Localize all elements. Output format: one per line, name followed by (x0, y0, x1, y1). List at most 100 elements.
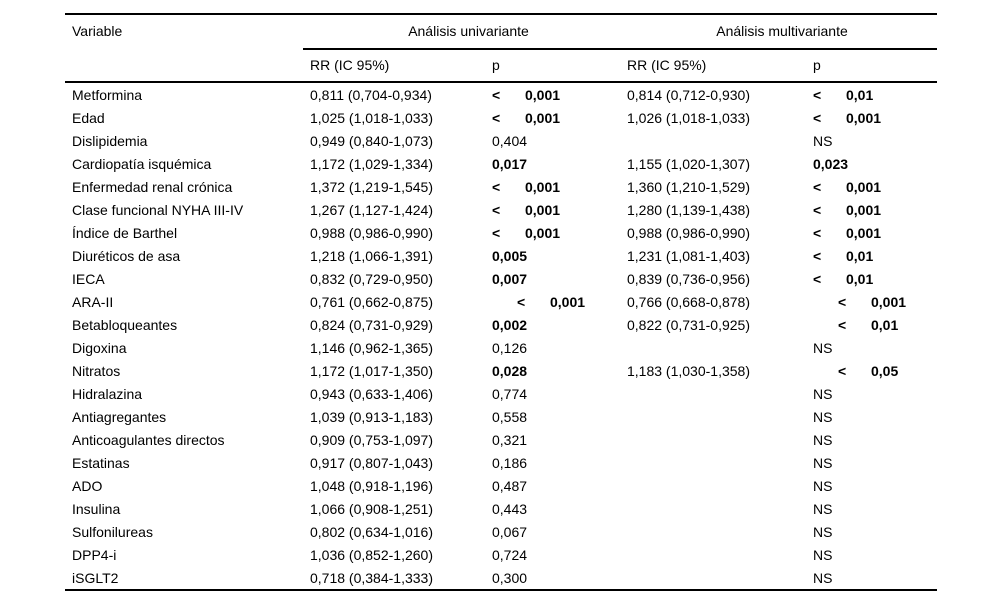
p-value: 0,017 (492, 155, 528, 172)
variable-cell: Estatinas (72, 454, 130, 471)
univariate-rr-cell: 1,039 (0,913-1,183) (310, 408, 433, 425)
univariate-p-cell: 0,404 (492, 133, 627, 149)
univariate-rr-cell: 1,025 (1,018-1,033) (310, 109, 433, 126)
multivariate-p-cell: <0,01 (813, 317, 937, 333)
multivariate-rr-cell: 0,814 (0,712-0,930) (627, 86, 750, 103)
subheader-rr-multivariate: RR (IC 95%) (627, 57, 707, 73)
multivariate-p-cell: <0,01 (813, 87, 937, 103)
variable-cell: Betabloqueantes (72, 316, 178, 333)
multivariate-p-cell: NS (813, 478, 937, 494)
column-group-univariate: Análisis univariante (408, 23, 529, 39)
univariate-rr-cell: 1,372 (1,219-1,545) (310, 178, 433, 195)
variable-cell: Digoxina (72, 339, 127, 356)
univariate-rr-cell: 0,802 (0,634-1,016) (310, 523, 433, 540)
p-value: 0,001 (550, 293, 586, 310)
less-than-sign: < (813, 270, 822, 287)
p-value: NS (813, 477, 833, 494)
p-value: 0,001 (871, 293, 907, 310)
univariate-p-cell: 0,028 (492, 363, 627, 379)
p-value: 0,01 (846, 270, 874, 287)
less-than-sign: < (838, 316, 847, 333)
univariate-p-cell: <0,001 (492, 179, 627, 195)
p-value: 0,001 (525, 178, 561, 195)
less-than-sign: < (813, 224, 822, 241)
univariate-p-cell: 0,005 (492, 248, 627, 264)
table-row: Nitratos 1,172 (1,017-1,350) 0,028 1,183 (1… (65, 359, 937, 382)
multivariate-p-cell: <0,05 (813, 363, 937, 379)
multivariate-p-cell: <0,01 (813, 248, 937, 264)
results-table: Variable Análisis univariante Análisis m… (65, 13, 937, 591)
p-value: NS (813, 546, 833, 563)
multivariate-p-cell: NS (813, 570, 937, 586)
multivariate-p-cell: NS (813, 547, 937, 563)
univariate-rr-cell: 1,146 (0,962-1,365) (310, 339, 433, 356)
p-value: NS (813, 431, 833, 448)
multivariate-p-cell: NS (813, 133, 937, 149)
table-row: Clase funcional NYHA III-IV 1,267 (1,127-… (65, 198, 937, 221)
variable-cell: ADO (72, 477, 103, 494)
table-bottom-rule (65, 589, 937, 591)
univariate-rr-cell: 0,718 (0,384-1,333) (310, 569, 433, 586)
table-group-header-row: Variable Análisis univariante Análisis m… (65, 15, 937, 48)
p-value: 0,487 (492, 477, 528, 494)
p-value: 0,300 (492, 569, 528, 586)
table-body: Metformina 0,811 (0,704-0,934) <0,001 0,814… (65, 83, 937, 589)
p-value: 0,023 (813, 155, 849, 172)
multivariate-p-cell: NS (813, 409, 937, 425)
univariate-p-cell: 0,724 (492, 547, 627, 563)
p-value: 0,067 (492, 523, 528, 540)
p-value: 0,01 (871, 316, 899, 333)
p-value: 0,001 (846, 224, 882, 241)
table-row: Anticoagulantes directos 0,909 (0,753-1,0… (65, 428, 937, 451)
p-value: 0,01 (846, 86, 874, 103)
univariate-p-cell: 0,007 (492, 271, 627, 287)
subheader-p-univariate: p (492, 57, 500, 73)
univariate-rr-cell: 1,048 (0,918-1,196) (310, 477, 433, 494)
univariate-rr-cell: 0,917 (0,807-1,043) (310, 454, 433, 471)
univariate-rr-cell: 1,172 (1,017-1,350) (310, 362, 433, 379)
table-row: Digoxina 1,146 (0,962-1,365) 0,126 NS (65, 336, 937, 359)
p-value: 0,321 (492, 431, 528, 448)
column-group-multivariate: Análisis multivariante (716, 23, 848, 39)
table-row: Dislipidemia 0,949 (0,840-1,073) 0,404 NS (65, 129, 937, 152)
table-row: ARA-II 0,761 (0,662-0,875) <0,001 0,766 (0,… (65, 290, 937, 313)
variable-cell: Cardiopatía isquémica (72, 155, 212, 172)
univariate-rr-cell: 1,172 (1,029-1,334) (310, 155, 433, 172)
univariate-rr-cell: 1,218 (1,066-1,391) (310, 247, 433, 264)
multivariate-p-cell: NS (813, 340, 937, 356)
variable-cell: Dislipidemia (72, 132, 148, 149)
univariate-rr-cell: 0,909 (0,753-1,097) (310, 431, 433, 448)
variable-cell: Clase funcional NYHA III-IV (72, 201, 244, 218)
variable-cell: iSGLT2 (72, 569, 119, 586)
table-row: Diuréticos de asa 1,218 (1,066-1,391) 0,00… (65, 244, 937, 267)
table-row: Antiagregantes 1,039 (0,913-1,183) 0,558 NS (65, 405, 937, 428)
less-than-sign: < (492, 178, 501, 195)
p-value: NS (813, 385, 833, 402)
table-row: Betabloqueantes 0,824 (0,731-0,929) 0,002 0… (65, 313, 937, 336)
variable-cell: Índice de Barthel (72, 224, 178, 241)
variable-cell: Nitratos (72, 362, 121, 379)
less-than-sign: < (492, 109, 501, 126)
multivariate-p-cell: <0,001 (813, 202, 937, 218)
multivariate-p-cell: <0,01 (813, 271, 937, 287)
p-value: 0,05 (871, 362, 899, 379)
univariate-rr-cell: 1,267 (1,127-1,424) (310, 201, 433, 218)
p-value: 0,186 (492, 454, 528, 471)
univariate-p-cell: 0,558 (492, 409, 627, 425)
univariate-rr-cell: 1,036 (0,852-1,260) (310, 546, 433, 563)
variable-cell: Antiagregantes (72, 408, 167, 425)
less-than-sign: < (813, 178, 822, 195)
p-value: 0,01 (846, 247, 874, 264)
multivariate-p-cell: NS (813, 432, 937, 448)
subheader-p-multivariate: p (813, 57, 821, 73)
multivariate-p-cell: NS (813, 501, 937, 517)
multivariate-p-cell: <0,001 (813, 110, 937, 126)
univariate-p-cell: 0,002 (492, 317, 627, 333)
multivariate-p-cell: <0,001 (813, 225, 937, 241)
univariate-p-cell: <0,001 (492, 294, 627, 310)
less-than-sign: < (813, 86, 822, 103)
p-value: 0,001 (525, 86, 561, 103)
univariate-rr-cell: 0,988 (0,986-0,990) (310, 224, 433, 241)
multivariate-rr-cell: 1,360 (1,210-1,529) (627, 178, 750, 195)
p-value: 0,028 (492, 362, 528, 379)
